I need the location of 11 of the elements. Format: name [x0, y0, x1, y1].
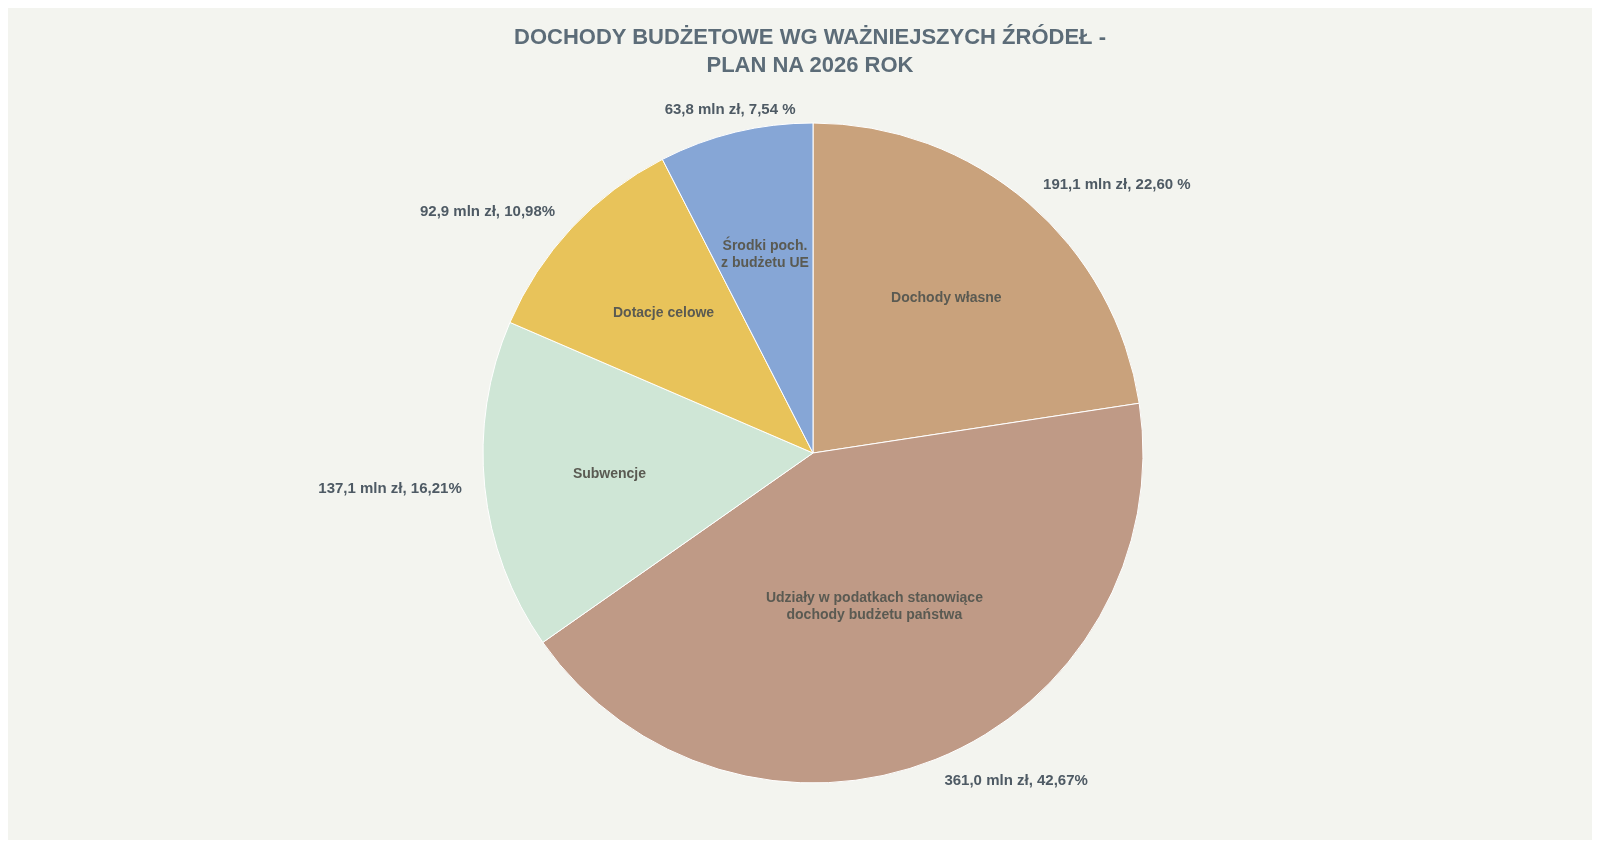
data-label: 92,9 mln zł, 10,98% — [420, 201, 556, 219]
data-label: 191,1 mln zł, 22,60 % — [1043, 175, 1191, 193]
data-label: 137,1 mln zł, 16,21% — [318, 479, 462, 497]
slice-label: Dotacje celowe — [612, 303, 715, 320]
slice-label: Subwencje — [572, 464, 647, 481]
chart-title: DOCHODY BUDŻETOWE WG WAŻNIEJSZYCH ŹRÓDEŁ - PLAN NA 2026 ROK — [514, 24, 1106, 77]
slice-label: Środki poch. z budżetu UE — [721, 235, 809, 270]
data-label: 361,0 mln zł, 42,67% — [944, 770, 1088, 788]
slice-label: Udziały w podatkach stanowiące dochody budżetu państwa — [765, 588, 984, 622]
data-label: 63,8 mln zł, 7,54 % — [664, 99, 796, 117]
slice-label: Dochody własne — [891, 288, 1002, 305]
